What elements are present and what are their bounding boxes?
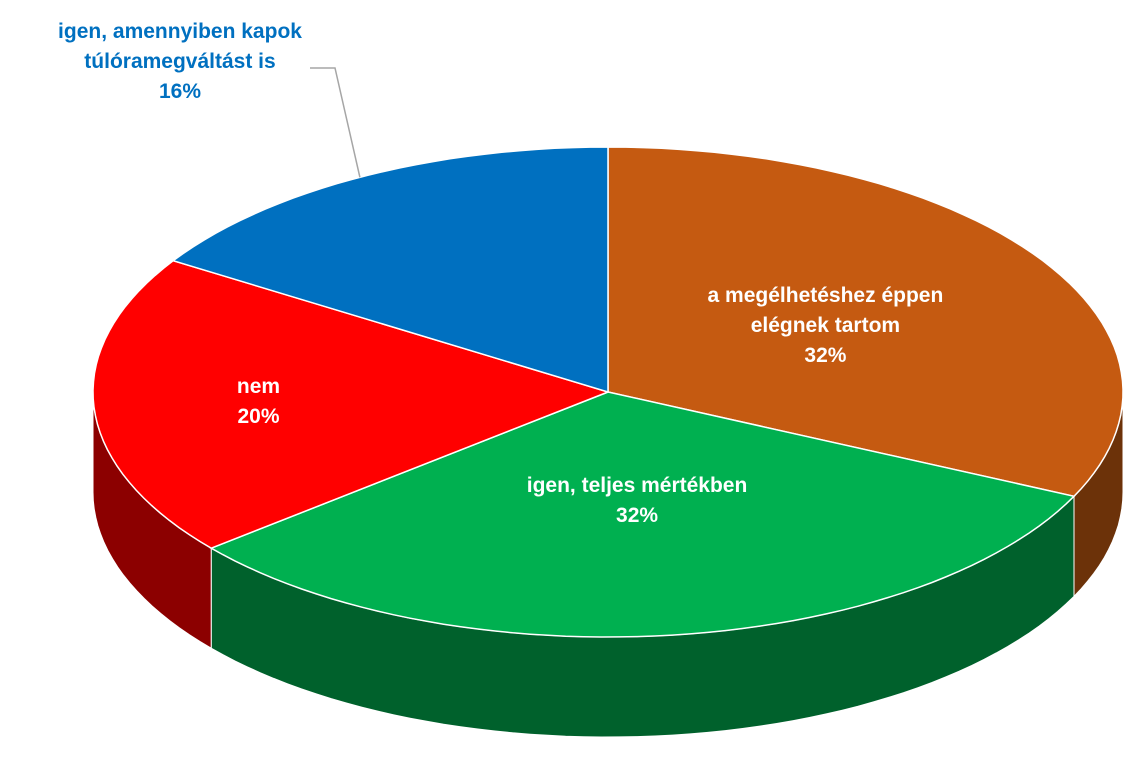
category-label: nem [236,375,281,399]
slice [171,146,609,394]
value-label: 32% [804,344,847,368]
slice [92,259,611,550]
category-label: igen, amennyiben kapok túlóramegváltást … [58,20,302,73]
value-label: 20% [237,405,280,429]
slice [607,146,1124,498]
slice [209,391,1076,638]
category-label: igen, teljes mértékben [526,474,748,498]
data-label: a megélhetéshez éppen elégnek tartom 32% [675,281,975,371]
category-label: a megélhetéshez éppen elégnek tartom [707,284,944,338]
leader-line [310,67,361,178]
value-label: 32% [616,504,659,528]
value-label: 16% [158,80,202,103]
data-label: nem 20% [108,372,408,432]
data-label: igen, teljes mértékben 32% [487,471,787,531]
data-label: igen, amennyiben kapok túlóramegváltást … [30,17,330,107]
